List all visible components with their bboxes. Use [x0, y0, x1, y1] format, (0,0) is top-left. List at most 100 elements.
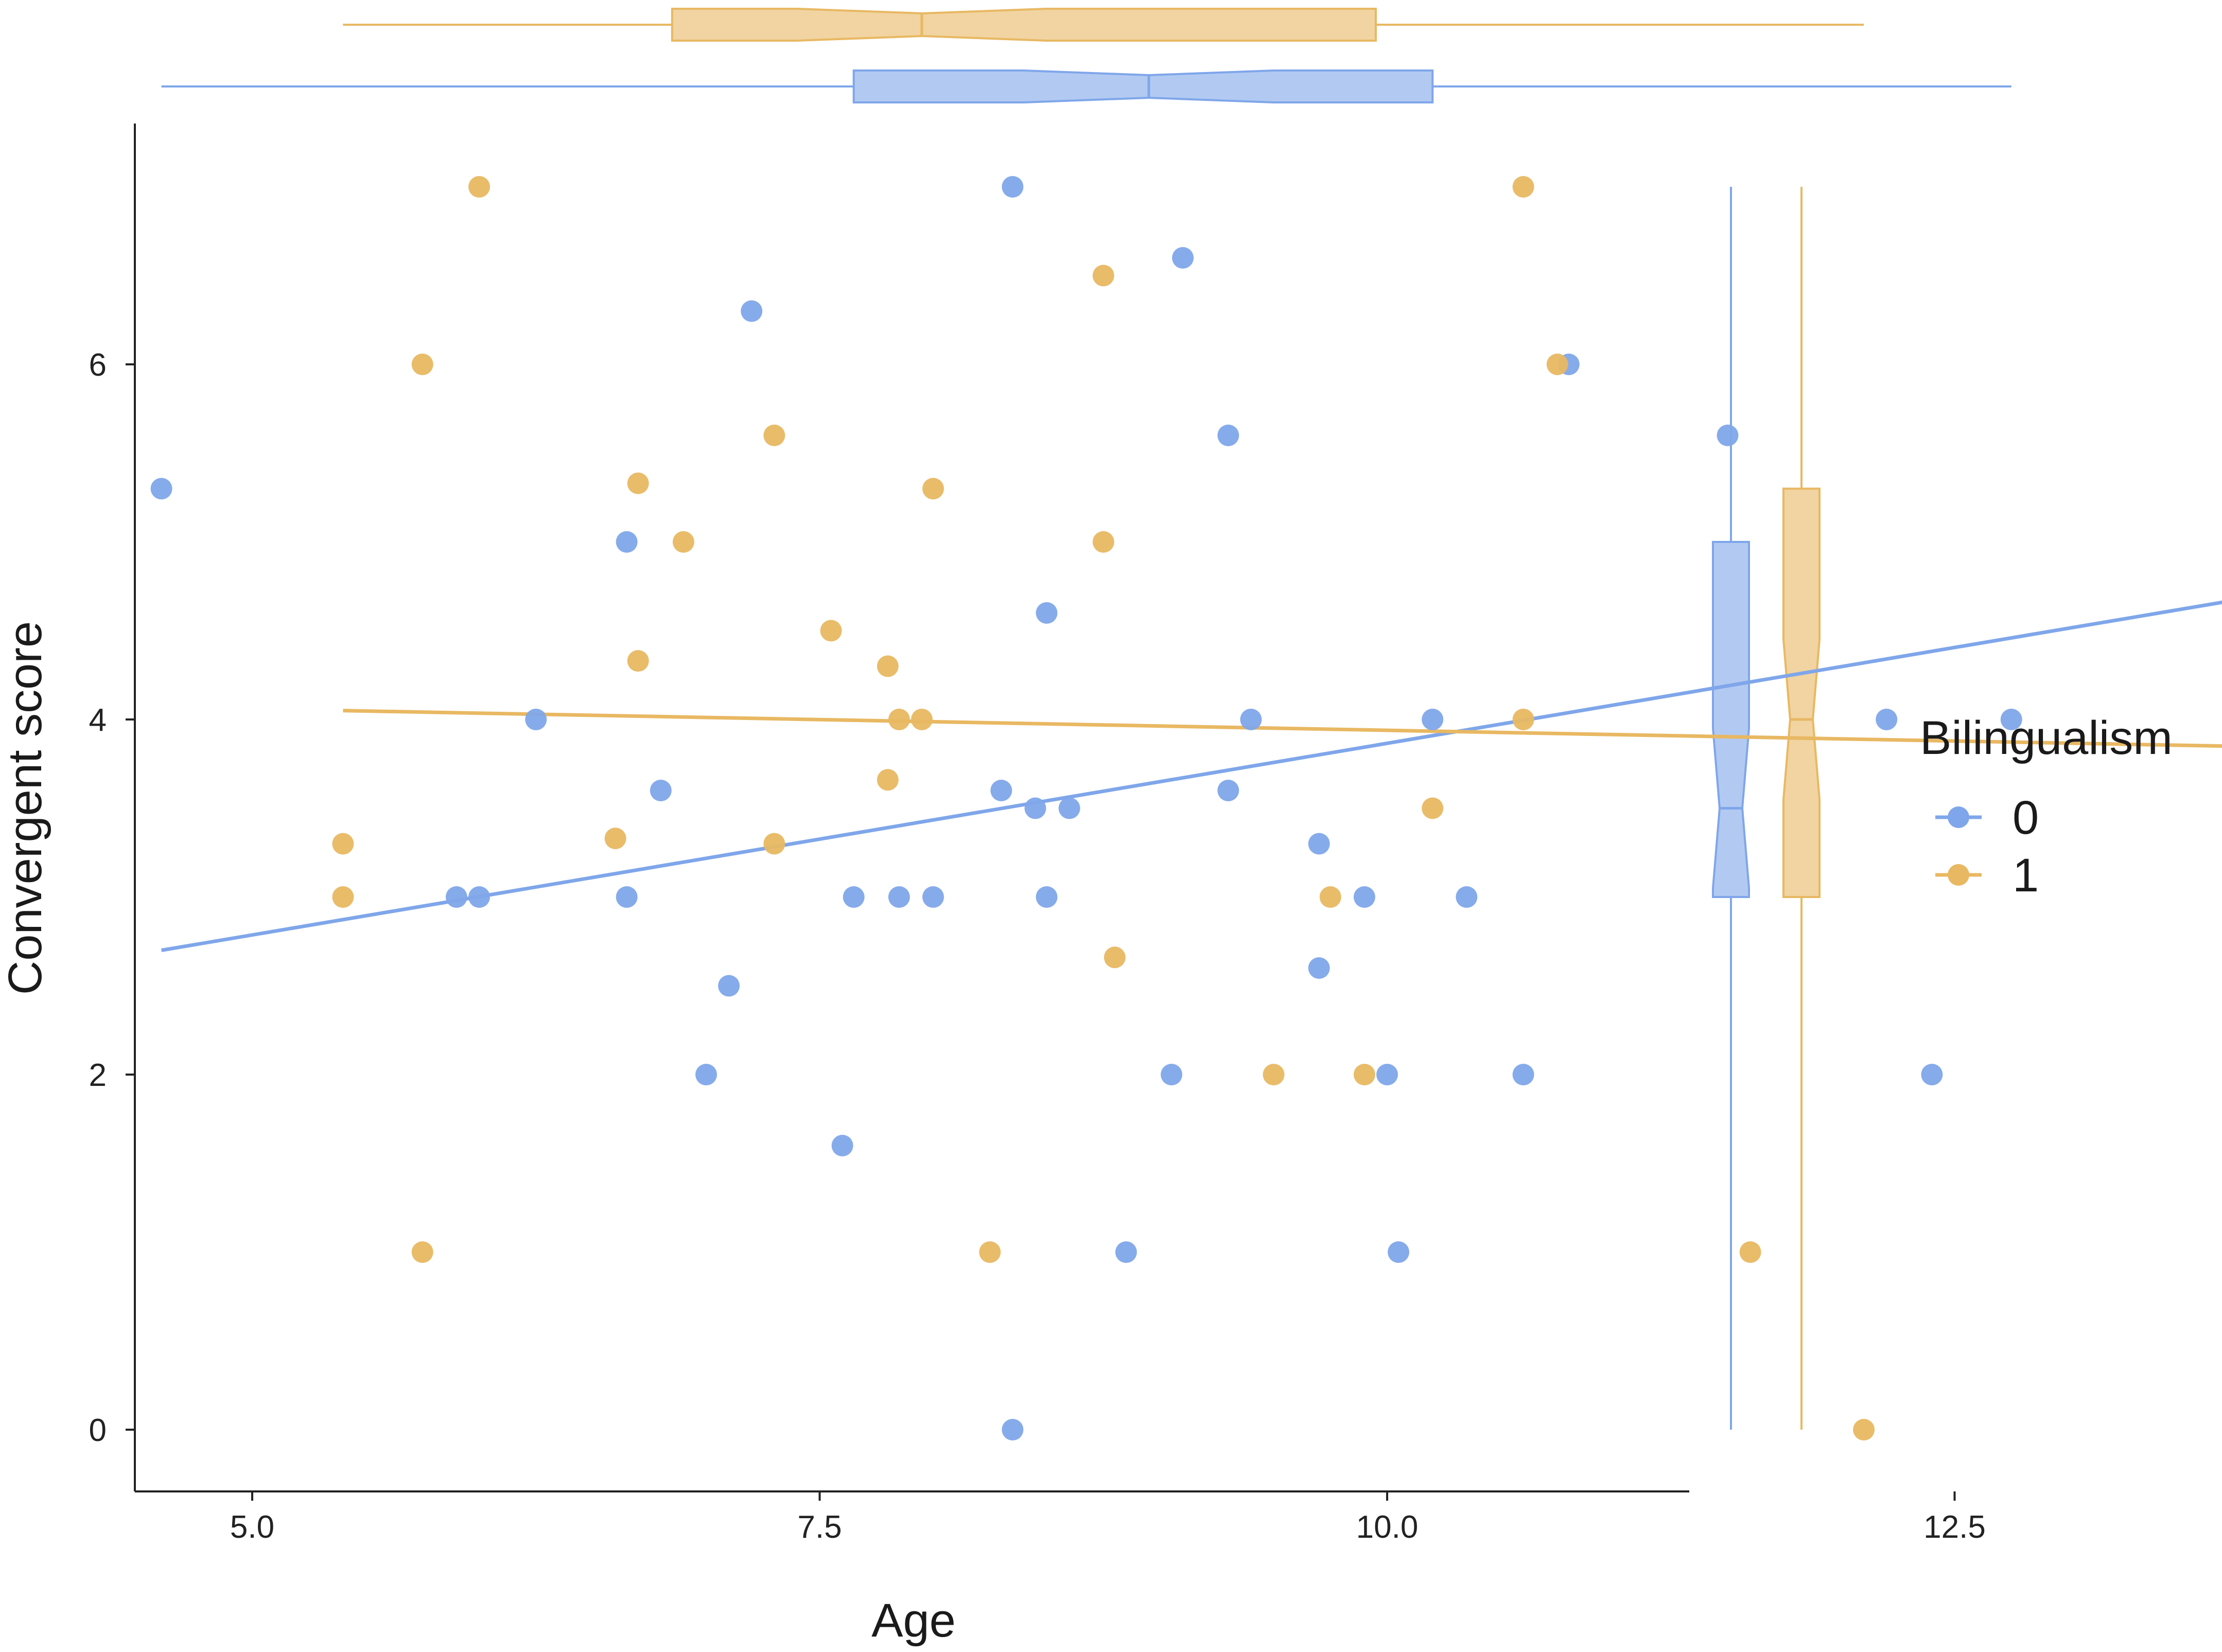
data-point-series-1 [820, 620, 842, 642]
y-tick-label: 2 [89, 1058, 107, 1093]
legend-key-point-series-1 [1948, 864, 1969, 886]
data-point-series-1 [1092, 265, 1114, 287]
data-point-series-0 [1717, 425, 1739, 446]
data-point-series-1 [411, 354, 433, 375]
top-marginal-boxplots [161, 8, 2011, 103]
scatter-points [150, 176, 2022, 1440]
data-point-series-1 [763, 833, 785, 855]
y-tick-label: 4 [89, 702, 107, 738]
x-tick-label: 10.0 [1356, 1509, 1419, 1545]
data-point-series-0 [695, 1064, 717, 1085]
data-point-series-0 [922, 886, 944, 908]
data-point-series-1 [1512, 709, 1534, 730]
data-point-series-1 [763, 425, 785, 446]
data-point-series-1 [1263, 1064, 1285, 1085]
data-point-series-0 [741, 300, 763, 322]
trend-line-series-1 [343, 709, 2222, 748]
data-point-series-0 [1115, 1241, 1137, 1263]
axes [134, 124, 1689, 1492]
data-point-series-0 [525, 709, 547, 730]
data-point-series-1 [1546, 354, 1568, 375]
data-point-series-0 [843, 886, 865, 908]
data-point-series-1 [672, 531, 694, 553]
data-point-series-0 [1036, 602, 1058, 624]
x-axis-ticks: 5.07.510.012.515.017.5 [230, 1491, 1986, 1545]
data-point-series-0 [1388, 1241, 1410, 1263]
data-point-series-0 [888, 886, 910, 908]
data-point-series-1 [911, 709, 933, 730]
data-point-series-0 [1422, 709, 1444, 730]
data-point-series-1 [1319, 886, 1341, 908]
data-point-series-0 [616, 886, 638, 908]
data-point-series-0 [1217, 780, 1239, 801]
y-tick-label: 6 [89, 347, 107, 383]
data-point-series-0 [831, 1135, 853, 1156]
data-point-series-0 [2000, 709, 2022, 730]
legend-label-series-0: 0 [2013, 792, 2039, 844]
data-point-series-1 [877, 655, 899, 677]
data-point-series-0 [1024, 797, 1046, 819]
data-point-series-0 [1240, 709, 1262, 730]
data-point-series-0 [1172, 247, 1194, 269]
data-point-series-0 [150, 478, 172, 500]
data-point-series-0 [1353, 886, 1375, 908]
box-y-series-1 [1782, 487, 1821, 898]
data-point-series-0 [1036, 886, 1058, 908]
data-point-series-0 [445, 886, 467, 908]
data-point-series-0 [1308, 957, 1330, 979]
data-point-series-1 [877, 769, 899, 791]
data-point-series-0 [1217, 425, 1239, 446]
data-point-series-1 [468, 176, 490, 198]
y-axis-title: Convergent score [0, 621, 51, 995]
data-point-series-1 [1739, 1241, 1761, 1263]
data-point-series-0 [1456, 886, 1478, 908]
data-point-series-0 [1876, 709, 1898, 730]
data-point-series-0 [1002, 1419, 1024, 1440]
data-point-series-1 [979, 1241, 1001, 1263]
data-point-series-1 [922, 478, 944, 500]
data-point-series-0 [990, 780, 1012, 801]
data-point-series-0 [1376, 1064, 1398, 1085]
x-tick-label: 12.5 [1923, 1509, 1986, 1545]
y-tick-label: 0 [89, 1413, 107, 1448]
data-point-series-1 [1092, 531, 1114, 553]
data-point-series-0 [1002, 176, 1024, 198]
right-marginal-boxplots [1712, 187, 1821, 1430]
data-point-series-0 [1308, 833, 1330, 855]
legend-items: 01 [1935, 792, 2039, 902]
data-point-series-0 [1512, 1064, 1534, 1085]
data-point-series-0 [718, 975, 740, 997]
legend-title: Bilingualism [1920, 712, 2173, 764]
data-point-series-1 [604, 828, 626, 850]
data-point-series-1 [411, 1241, 433, 1263]
data-point-series-1 [1512, 176, 1534, 198]
data-point-series-1 [1104, 946, 1126, 969]
data-point-series-1 [332, 833, 354, 855]
data-point-series-1 [888, 709, 910, 730]
trend-line-series-0 [161, 600, 2222, 952]
data-point-series-1 [627, 472, 649, 495]
data-point-series-1 [1353, 1064, 1375, 1085]
box-x-series-1 [671, 8, 1377, 42]
data-point-series-0 [616, 531, 638, 553]
data-point-series-0 [468, 886, 490, 908]
legend-label-series-1: 1 [2013, 849, 2039, 902]
x-tick-label: 5.0 [230, 1509, 274, 1545]
data-point-series-0 [1161, 1064, 1183, 1085]
trend-lines [161, 600, 2222, 952]
legend-key-point-series-0 [1948, 806, 1969, 828]
data-point-series-0 [1921, 1064, 1943, 1085]
data-point-series-1 [1422, 797, 1444, 819]
box-y-series-0 [1712, 541, 1750, 898]
y-axis-ticks: 0 2 4 6 [89, 347, 135, 1448]
legend: Bilingualism 01 [1920, 712, 2173, 902]
x-tick-label: 7.5 [797, 1509, 842, 1545]
data-point-series-1 [1853, 1419, 1875, 1440]
data-point-series-0 [1058, 797, 1080, 819]
x-axis-title: Age [871, 1594, 956, 1647]
data-point-series-1 [627, 650, 649, 672]
data-point-series-1 [332, 886, 354, 908]
box-x-series-0 [852, 69, 1434, 103]
data-point-series-0 [650, 780, 672, 801]
